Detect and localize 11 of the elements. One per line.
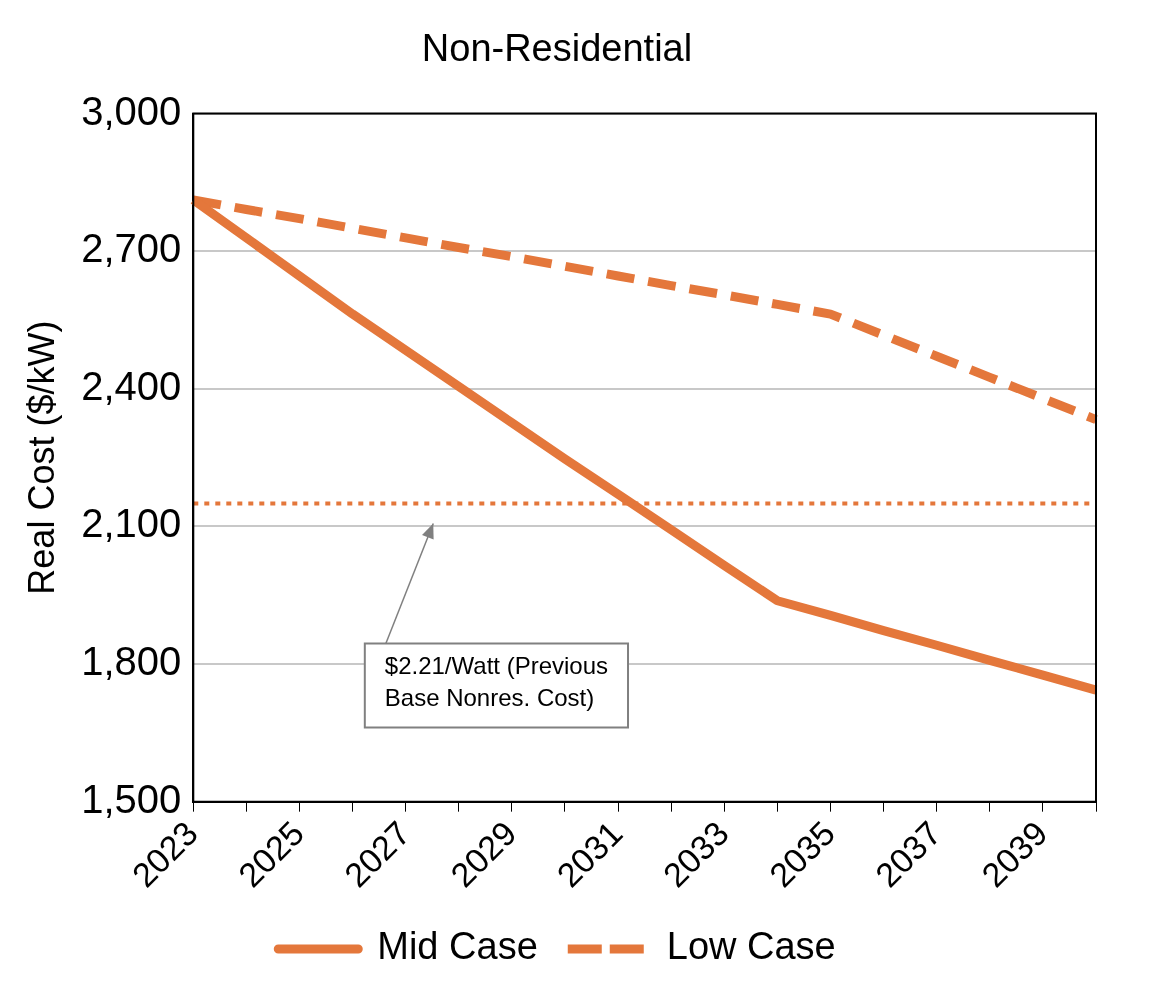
legend-label: Mid Case (377, 925, 538, 968)
y-tick-label: 2,400 (81, 363, 182, 408)
y-axis-title: Real Cost ($/kW) (20, 320, 62, 595)
y-tick-label: 2,100 (81, 501, 182, 546)
legend-label: Low Case (666, 925, 836, 968)
y-tick-label: 1,500 (81, 776, 182, 821)
y-tick-label: 1,800 (81, 639, 182, 684)
annotation: $2.21/Watt (Previous Base Nonres. Cost) (384, 652, 609, 712)
y-tick-label: 3,000 (81, 88, 182, 133)
y-tick-label: 2,700 (81, 226, 182, 271)
chart-title: Non-Residential (421, 27, 693, 70)
